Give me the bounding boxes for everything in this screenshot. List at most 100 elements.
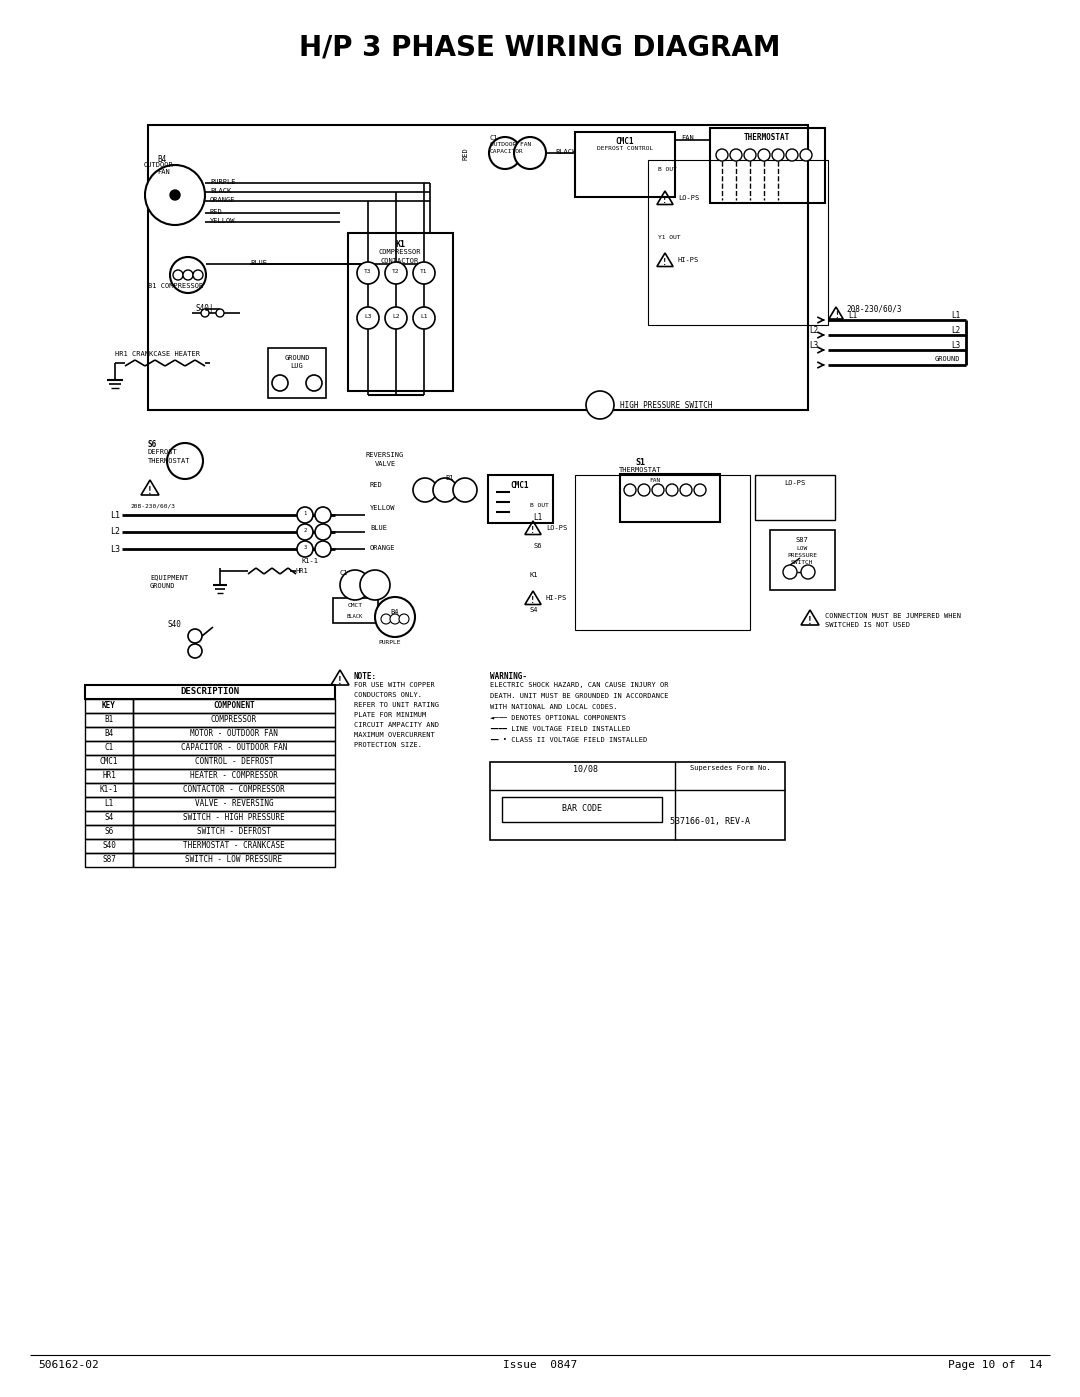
Bar [148,124,808,409]
Text: T2: T2 [392,270,400,274]
Text: L1: L1 [105,799,113,809]
Text: B1 COMPRESSOR: B1 COMPRESSOR [148,284,203,289]
Text: THERMOSTAT: THERMOSTAT [744,133,791,142]
Text: ━━━━ LINE VOLTAGE FIELD INSTALLED: ━━━━ LINE VOLTAGE FIELD INSTALLED [490,726,631,732]
Text: ORANGE: ORANGE [210,197,235,203]
Text: L1: L1 [110,510,120,520]
Circle shape [315,524,330,541]
Text: S1: S1 [635,458,645,467]
Text: CONDUCTORS ONLY.: CONDUCTORS ONLY. [354,692,422,698]
Circle shape [297,541,313,557]
Circle shape [638,483,650,496]
Text: THERMOSTAT: THERMOSTAT [619,467,661,474]
Text: VALVE - REVERSING: VALVE - REVERSING [194,799,273,809]
Text: L1: L1 [534,513,542,522]
Text: L2: L2 [110,528,120,536]
Circle shape [375,597,415,637]
Text: S40|: S40| [195,305,215,313]
Text: CONTACTOR: CONTACTOR [381,258,419,264]
Text: Y1 OUT: Y1 OUT [658,235,680,240]
Text: Issue  0847: Issue 0847 [503,1361,577,1370]
Bar [488,475,553,522]
Circle shape [183,270,193,279]
Text: SWITCH - HIGH PRESSURE: SWITCH - HIGH PRESSURE [184,813,285,823]
Bar [755,475,835,520]
Text: BLUE: BLUE [249,260,267,265]
Circle shape [193,270,203,279]
Text: COMPONENT: COMPONENT [213,701,255,711]
Text: S87: S87 [796,536,808,543]
Text: WITH NATIONAL AND LOCAL CODES.: WITH NATIONAL AND LOCAL CODES. [490,704,618,710]
Bar [268,348,326,398]
Text: CONTROL - DEFROST: CONTROL - DEFROST [194,757,273,767]
Text: GROUND: GROUND [934,356,960,362]
Bar [85,768,133,782]
Text: EQUIPMENT: EQUIPMENT [150,574,188,580]
Text: GROUND: GROUND [150,583,175,590]
Text: HR1: HR1 [103,771,116,781]
Bar [133,726,335,740]
Bar [133,854,335,868]
Bar [133,798,335,812]
Bar [133,812,335,826]
Text: K1-1: K1-1 [301,557,319,564]
Circle shape [489,137,521,169]
Text: BLACK: BLACK [210,189,231,194]
Text: !: ! [337,676,343,686]
Text: SWITCH: SWITCH [791,560,813,564]
Bar [85,698,133,712]
Circle shape [716,149,728,161]
Text: ━━ • CLASS II VOLTAGE FIELD INSTALLED: ━━ • CLASS II VOLTAGE FIELD INSTALLED [490,738,647,743]
Circle shape [652,483,664,496]
Text: K1: K1 [395,240,405,249]
Bar [133,782,335,798]
Text: WARNING-: WARNING- [490,672,527,680]
Text: CONTACTOR - COMPRESSOR: CONTACTOR - COMPRESSOR [184,785,285,795]
Text: FOR USE WITH COPPER: FOR USE WITH COPPER [354,682,435,687]
Text: RED: RED [462,147,468,159]
Text: REFER TO UNIT RATING: REFER TO UNIT RATING [354,703,438,708]
Bar [490,761,785,840]
Bar [85,782,133,798]
Circle shape [730,149,742,161]
Text: CMC1: CMC1 [616,137,634,147]
Bar [85,812,133,826]
Circle shape [306,374,322,391]
Text: CMCT: CMCT [348,604,363,608]
Circle shape [390,615,400,624]
Bar [133,826,335,840]
Circle shape [758,149,770,161]
Circle shape [413,478,437,502]
Text: B OUT: B OUT [530,503,549,509]
Text: B OUT: B OUT [658,168,677,172]
Text: PROTECTION SIZE.: PROTECTION SIZE. [354,742,422,747]
Circle shape [272,374,288,391]
Text: BAR CODE: BAR CODE [562,805,602,813]
Circle shape [586,391,615,419]
Circle shape [297,524,313,541]
Text: !: ! [530,527,536,535]
Text: SWITCH - DEFROST: SWITCH - DEFROST [197,827,271,837]
Circle shape [201,309,210,317]
Bar [85,798,133,812]
Text: L2: L2 [809,326,818,335]
Text: L1: L1 [420,314,428,319]
Text: GROUND: GROUND [284,355,310,360]
Text: C1: C1 [490,136,499,141]
Bar [770,529,835,590]
Circle shape [413,263,435,284]
Text: HI-PS: HI-PS [678,257,699,263]
Bar [85,754,133,768]
Text: THERMOSTAT: THERMOSTAT [148,458,190,464]
Text: !: ! [662,197,667,205]
Text: RED: RED [210,210,222,215]
Text: L2: L2 [392,314,400,319]
Text: S40: S40 [168,620,181,629]
Text: SWITCHED IS NOT USED: SWITCHED IS NOT USED [825,622,910,629]
Text: S6: S6 [534,543,542,549]
Bar [85,685,335,698]
Text: K1-1: K1-1 [99,785,118,795]
Text: !: ! [147,486,153,496]
Circle shape [170,190,180,200]
Bar [133,840,335,854]
